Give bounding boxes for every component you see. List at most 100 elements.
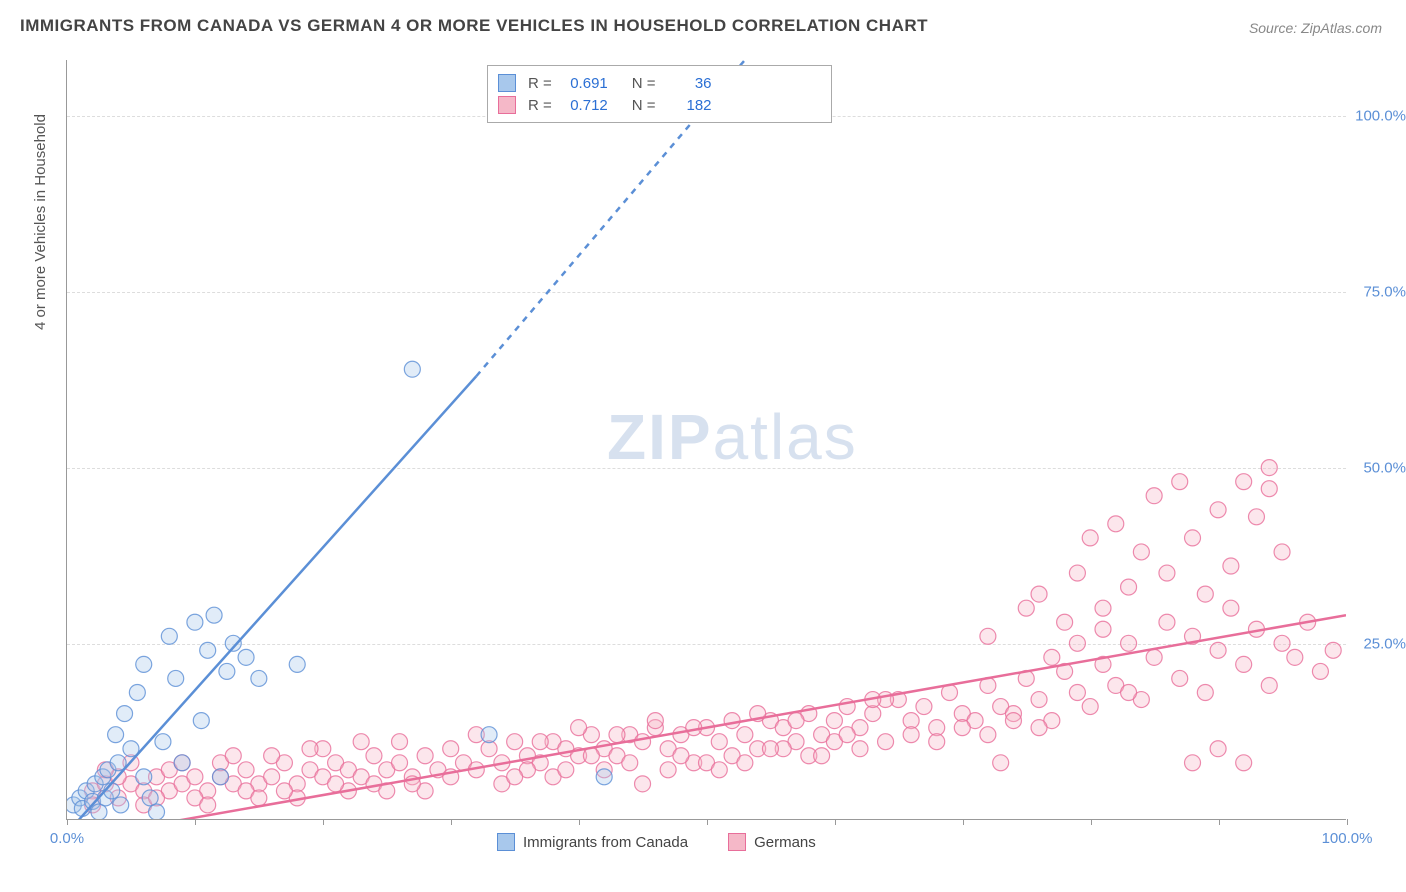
scatter-point	[328, 776, 344, 792]
scatter-point	[1312, 663, 1328, 679]
scatter-point	[155, 734, 171, 750]
xtick	[323, 819, 324, 825]
scatter-point	[238, 649, 254, 665]
scatter-point	[264, 748, 280, 764]
scatter-point	[149, 804, 165, 819]
scatter-svg	[67, 60, 1346, 819]
scatter-point	[200, 797, 216, 813]
scatter-point	[1236, 474, 1252, 490]
scatter-point	[622, 755, 638, 771]
scatter-point	[737, 727, 753, 743]
r-value: 0.691	[560, 75, 608, 92]
scatter-point	[660, 762, 676, 778]
scatter-point	[1069, 685, 1085, 701]
scatter-point	[481, 727, 497, 743]
scatter-point	[583, 748, 599, 764]
scatter-point	[187, 769, 203, 785]
swatch-icon	[498, 74, 516, 92]
n-label: N =	[632, 75, 656, 92]
scatter-point	[1185, 530, 1201, 546]
scatter-point	[1287, 649, 1303, 665]
xtick	[1091, 819, 1092, 825]
scatter-point	[1172, 670, 1188, 686]
scatter-point	[532, 734, 548, 750]
xtick-label: 0.0%	[50, 830, 84, 847]
scatter-point	[1172, 474, 1188, 490]
scatter-point	[1236, 755, 1252, 771]
xtick	[1347, 819, 1348, 825]
scatter-point	[1108, 516, 1124, 532]
series-legend: Immigrants from Canada Germans	[497, 833, 816, 851]
xtick	[451, 819, 452, 825]
scatter-point	[954, 720, 970, 736]
legend-item-germans: Germans	[728, 833, 816, 851]
scatter-point	[417, 748, 433, 764]
scatter-point	[980, 727, 996, 743]
scatter-point	[1121, 685, 1137, 701]
scatter-point	[366, 748, 382, 764]
scatter-point	[108, 727, 124, 743]
ytick-label: 100.0%	[1355, 108, 1406, 125]
scatter-point	[251, 790, 267, 806]
scatter-point	[507, 769, 523, 785]
scatter-point	[200, 642, 216, 658]
scatter-point	[161, 628, 177, 644]
scatter-point	[219, 663, 235, 679]
scatter-point	[1197, 685, 1213, 701]
xtick	[707, 819, 708, 825]
n-value: 182	[664, 97, 712, 114]
scatter-point	[353, 734, 369, 750]
scatter-point	[1146, 649, 1162, 665]
scatter-point	[1223, 558, 1239, 574]
xtick	[579, 819, 580, 825]
n-label: N =	[632, 97, 656, 114]
scatter-point	[711, 734, 727, 750]
ytick-label: 75.0%	[1363, 284, 1406, 301]
scatter-point	[136, 769, 152, 785]
xtick-label: 100.0%	[1322, 830, 1373, 847]
swatch-icon	[498, 96, 516, 114]
scatter-point	[392, 734, 408, 750]
scatter-point	[1082, 530, 1098, 546]
legend-row-series2: R = 0.712 N = 182	[498, 94, 821, 116]
y-axis-label: 4 or more Vehicles in Household	[32, 114, 49, 330]
scatter-point	[711, 762, 727, 778]
source-label: Source: ZipAtlas.com	[1249, 20, 1382, 36]
plot-area: ZIPatlas R = 0.691 N = 36 R = 0.712 N = …	[66, 60, 1346, 820]
scatter-point	[1031, 720, 1047, 736]
n-value: 36	[664, 75, 712, 92]
scatter-point	[404, 361, 420, 377]
scatter-point	[929, 734, 945, 750]
correlation-legend: R = 0.691 N = 36 R = 0.712 N = 182	[487, 65, 832, 123]
scatter-point	[225, 748, 241, 764]
scatter-point	[788, 713, 804, 729]
scatter-point	[392, 755, 408, 771]
scatter-point	[238, 762, 254, 778]
scatter-point	[724, 713, 740, 729]
scatter-point	[903, 727, 919, 743]
scatter-point	[1274, 544, 1290, 560]
scatter-point	[1057, 614, 1073, 630]
ytick-label: 50.0%	[1363, 460, 1406, 477]
scatter-point	[206, 607, 222, 623]
scatter-point	[609, 727, 625, 743]
scatter-point	[993, 755, 1009, 771]
scatter-point	[264, 769, 280, 785]
scatter-point	[635, 734, 651, 750]
scatter-point	[302, 741, 318, 757]
scatter-point	[1274, 635, 1290, 651]
r-label: R =	[528, 75, 552, 92]
scatter-point	[507, 734, 523, 750]
scatter-point	[1185, 755, 1201, 771]
scatter-point	[1223, 600, 1239, 616]
scatter-point	[117, 706, 133, 722]
scatter-point	[814, 748, 830, 764]
scatter-point	[1325, 642, 1341, 658]
scatter-point	[136, 656, 152, 672]
scatter-point	[443, 741, 459, 757]
scatter-point	[193, 713, 209, 729]
scatter-point	[1095, 621, 1111, 637]
scatter-point	[1210, 502, 1226, 518]
scatter-point	[1121, 579, 1137, 595]
xtick	[963, 819, 964, 825]
